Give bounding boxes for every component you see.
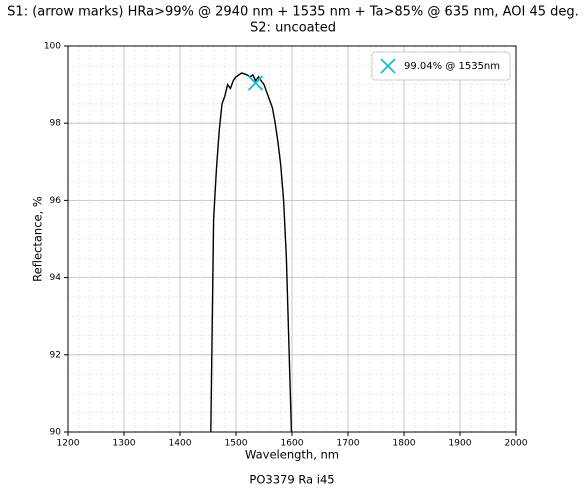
y-tick-label: 98	[50, 119, 62, 129]
x-tick-label: 1300	[113, 439, 136, 449]
y-tick-label: 96	[50, 196, 62, 206]
chart-title: S2: uncoated	[250, 21, 336, 36]
x-tick-label: 1500	[225, 439, 248, 449]
x-tick-label: 1700	[337, 439, 360, 449]
chart-title: S1: (arrow marks) HRa>99% @ 2940 nm + 15…	[7, 5, 579, 20]
caption: PO3379 Ra i45	[249, 473, 334, 487]
x-tick-label: 1200	[57, 439, 80, 449]
y-tick-label: 90	[50, 428, 62, 438]
x-tick-label: 1900	[449, 439, 472, 449]
legend-label: 99.04% @ 1535nm	[404, 61, 500, 72]
marker	[247, 75, 264, 91]
plot-frame	[67, 45, 517, 433]
y-axis-label: Reflectance, %	[31, 196, 45, 282]
marker	[380, 58, 396, 74]
x-axis-label: Wavelength, nm	[245, 448, 339, 462]
line	[210, 72, 293, 433]
x-tick-label: 1600	[281, 439, 304, 449]
y-tick-label: 100	[44, 42, 61, 52]
x-tick-label: 1800	[393, 439, 416, 449]
x-tick-label: 2000	[505, 439, 528, 449]
y-tick-label: 92	[50, 350, 61, 360]
legend-box	[371, 51, 511, 81]
x-tick-label: 1400	[169, 439, 192, 449]
y-tick-label: 94	[50, 273, 62, 283]
